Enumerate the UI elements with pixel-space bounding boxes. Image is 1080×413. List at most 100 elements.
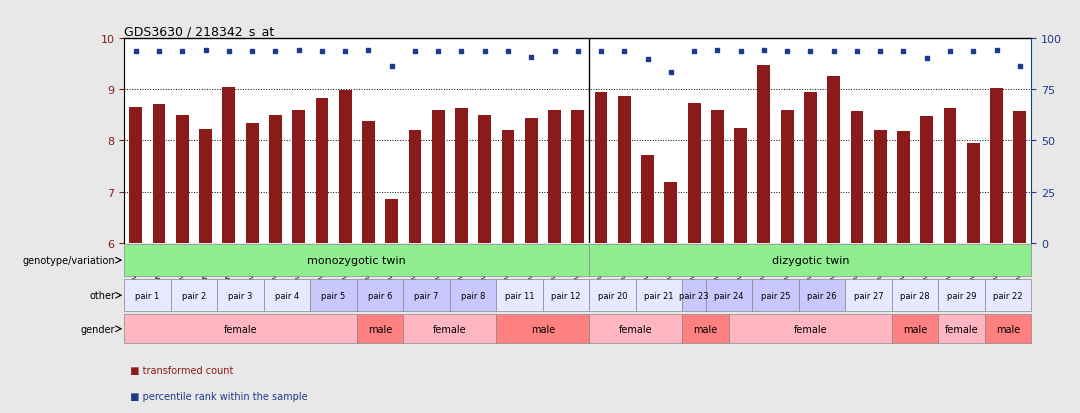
Bar <box>403 280 450 312</box>
Text: GDS3630 / 218342_s_at: GDS3630 / 218342_s_at <box>124 25 274 38</box>
Bar <box>990 89 1003 243</box>
Bar <box>176 116 189 243</box>
Bar <box>642 155 654 243</box>
Bar <box>310 280 356 312</box>
Bar <box>432 111 445 243</box>
Text: male: male <box>530 324 555 334</box>
Text: pair 20: pair 20 <box>598 291 627 300</box>
Bar <box>944 109 957 243</box>
Text: monozygotic twin: monozygotic twin <box>308 256 406 266</box>
Bar <box>217 280 264 312</box>
Bar <box>804 93 816 243</box>
Bar <box>571 111 584 243</box>
Bar <box>753 280 799 312</box>
Bar <box>781 111 794 243</box>
Text: pair 23: pair 23 <box>679 291 708 300</box>
Text: pair 7: pair 7 <box>415 291 438 300</box>
Bar <box>525 119 538 243</box>
Bar <box>171 280 217 312</box>
Bar <box>362 122 375 243</box>
Text: female: female <box>619 324 652 334</box>
Bar <box>683 314 729 344</box>
Bar <box>920 117 933 243</box>
Bar <box>618 97 631 243</box>
Text: female: female <box>945 324 978 334</box>
Bar <box>757 66 770 243</box>
Bar <box>455 109 468 243</box>
Bar <box>339 91 352 243</box>
Bar <box>711 111 724 243</box>
Text: dizygotic twin: dizygotic twin <box>772 256 849 266</box>
Text: pair 22: pair 22 <box>994 291 1023 300</box>
Bar <box>497 280 543 312</box>
Text: pair 29: pair 29 <box>947 291 976 300</box>
Bar <box>264 280 310 312</box>
Bar <box>386 199 399 243</box>
Text: male: male <box>903 324 928 334</box>
Bar <box>683 280 705 312</box>
Bar <box>269 116 282 243</box>
Bar <box>152 104 165 243</box>
Bar <box>705 280 753 312</box>
Text: pair 26: pair 26 <box>807 291 837 300</box>
Bar <box>501 131 514 243</box>
Bar <box>985 280 1031 312</box>
Bar <box>124 280 171 312</box>
Text: pair 24: pair 24 <box>714 291 744 300</box>
Bar <box>130 108 143 243</box>
Bar <box>939 314 985 344</box>
Bar <box>595 93 607 243</box>
Bar <box>124 244 590 277</box>
Text: gender: gender <box>81 324 116 334</box>
Bar <box>590 280 636 312</box>
Bar <box>1013 112 1026 243</box>
Text: male: male <box>368 324 392 334</box>
Text: pair 5: pair 5 <box>322 291 346 300</box>
Bar <box>799 280 846 312</box>
Bar <box>315 99 328 243</box>
Bar <box>897 132 909 243</box>
Text: female: female <box>433 324 467 334</box>
Text: pair 8: pair 8 <box>461 291 485 300</box>
Bar <box>851 112 863 243</box>
Bar <box>688 104 701 243</box>
Bar <box>892 314 939 344</box>
Bar <box>403 314 497 344</box>
Text: ■ percentile rank within the sample: ■ percentile rank within the sample <box>124 392 308 401</box>
Bar <box>199 130 212 243</box>
Text: pair 6: pair 6 <box>368 291 392 300</box>
Text: pair 12: pair 12 <box>552 291 581 300</box>
Bar <box>636 280 683 312</box>
Bar <box>478 116 491 243</box>
Bar <box>734 128 747 243</box>
Bar <box>408 131 421 243</box>
Text: pair 21: pair 21 <box>645 291 674 300</box>
Bar <box>892 280 939 312</box>
Bar <box>222 88 235 243</box>
Bar <box>543 280 590 312</box>
Bar <box>293 111 305 243</box>
Text: female: female <box>224 324 257 334</box>
Bar <box>827 76 840 243</box>
Bar <box>590 244 1031 277</box>
Bar <box>356 280 403 312</box>
Text: female: female <box>794 324 827 334</box>
Text: pair 1: pair 1 <box>135 291 160 300</box>
Text: pair 2: pair 2 <box>181 291 206 300</box>
Bar <box>846 280 892 312</box>
Text: male: male <box>996 324 1021 334</box>
Bar <box>497 314 590 344</box>
Bar <box>356 314 403 344</box>
Text: male: male <box>693 324 718 334</box>
Bar <box>985 314 1031 344</box>
Text: pair 28: pair 28 <box>901 291 930 300</box>
Bar <box>549 111 561 243</box>
Text: pair 3: pair 3 <box>228 291 253 300</box>
Bar <box>664 183 677 243</box>
Bar <box>967 144 980 243</box>
Bar <box>590 314 683 344</box>
Text: other: other <box>90 290 116 301</box>
Text: genotype/variation: genotype/variation <box>23 256 116 266</box>
Text: pair 11: pair 11 <box>504 291 535 300</box>
Bar <box>729 314 892 344</box>
